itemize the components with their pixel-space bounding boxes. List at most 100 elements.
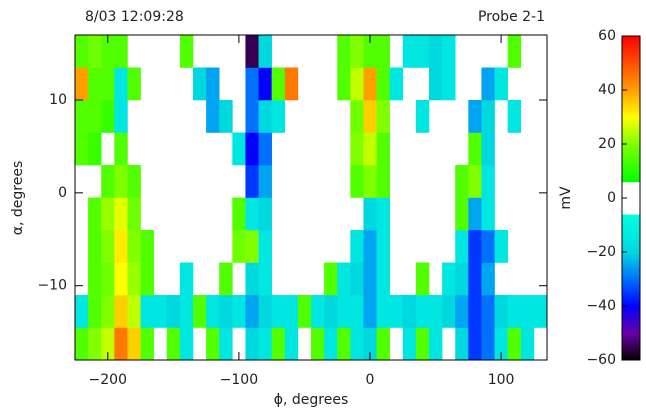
heatmap-cell [377, 35, 390, 68]
colorbar-segment [622, 328, 640, 331]
colorbar-segment [622, 309, 640, 312]
colorbar-segment [622, 287, 640, 290]
colorbar-segment [622, 166, 640, 169]
colorbar-segment [622, 333, 640, 336]
colorbar-segment [622, 282, 640, 285]
heatmap-cell [127, 328, 140, 361]
heatmap-cell [141, 230, 154, 263]
colorbar-segment [622, 336, 640, 339]
heatmap-cell [481, 133, 494, 166]
colorbar-segment [622, 176, 640, 179]
colorbar-segment [622, 93, 640, 96]
colorbar-segment [622, 52, 640, 55]
heatmap-cell [245, 263, 258, 296]
colorbar-segment [622, 274, 640, 277]
heatmap-cell [259, 100, 272, 133]
colorbar-label: mV [558, 186, 574, 210]
heatmap-cell [259, 35, 272, 68]
heatmap-cell [416, 263, 429, 296]
heatmap-cell [167, 295, 180, 328]
heatmap-cell [350, 165, 363, 198]
colorbar-segment [622, 71, 640, 74]
heatmap-cell [363, 68, 376, 101]
heatmap-cell [495, 295, 508, 328]
heatmap-cell [88, 133, 101, 166]
colorbar-segment [622, 158, 640, 161]
heatmap-cell [259, 133, 272, 166]
heatmap-cell [75, 295, 88, 328]
heatmap-cell [508, 295, 521, 328]
colorbar-segment [622, 136, 640, 139]
heatmap-cell [324, 328, 337, 361]
heatmap-cell [114, 133, 127, 166]
heatmap-cell [285, 328, 298, 361]
y-tick-label: 0 [58, 185, 67, 201]
colorbar-segment [622, 98, 640, 101]
heatmap-cell [455, 328, 468, 361]
colorbar-segment [622, 190, 640, 193]
colorbar-segment [622, 247, 640, 250]
heatmap-cell [180, 263, 193, 296]
heatmap-cell [88, 295, 101, 328]
heatmap-cell [468, 198, 481, 231]
heatmap-cell [481, 230, 494, 263]
colorbar-segment [622, 317, 640, 320]
heatmap-cell [311, 295, 324, 328]
heatmap-cell [377, 165, 390, 198]
heatmap-cell [416, 35, 429, 68]
colorbar-segment [622, 147, 640, 150]
heatmap-cell [350, 133, 363, 166]
colorbar-segment [622, 193, 640, 196]
colorbar-tick-label: −60 [586, 352, 616, 368]
heatmap-cell [245, 133, 258, 166]
colorbar-segment [622, 290, 640, 293]
colorbar-segment [622, 109, 640, 112]
colorbar-segment [622, 95, 640, 98]
heatmap-cell [75, 328, 88, 361]
heatmap-cell [114, 295, 127, 328]
heatmap-cell [350, 68, 363, 101]
heatmap-cell [114, 100, 127, 133]
heatmap-cell [272, 68, 285, 101]
heatmap-cell [88, 68, 101, 101]
heatmap-cell [363, 263, 376, 296]
heatmap-cell [285, 295, 298, 328]
colorbar-segment [622, 187, 640, 190]
colorbar-segment [622, 233, 640, 236]
colorbar-segment [622, 279, 640, 282]
colorbar-tick-label: 20 [598, 136, 616, 152]
heatmap-cell [101, 295, 114, 328]
heatmap-cell [350, 100, 363, 133]
heatmap-cell [350, 230, 363, 263]
colorbar-segment [622, 344, 640, 347]
colorbar-segment [622, 349, 640, 352]
heatmap-cell [429, 35, 442, 68]
colorbar-segment [622, 338, 640, 341]
colorbar-segment [622, 55, 640, 58]
heatmap-cell [245, 328, 258, 361]
heatmap-cell [403, 35, 416, 68]
heatmap-cell [481, 198, 494, 231]
x-tick-label: −200 [89, 372, 127, 388]
colorbar-segment [622, 239, 640, 242]
heatmap-cell [272, 100, 285, 133]
heatmap-cell [468, 263, 481, 296]
heatmap-cell [298, 295, 311, 328]
colorbar-segment [622, 128, 640, 131]
colorbar-segment [622, 79, 640, 82]
colorbar-segment [622, 41, 640, 44]
colorbar-segment [622, 101, 640, 104]
y-tick-label: 10 [49, 92, 67, 108]
heatmap-cell [455, 295, 468, 328]
colorbar-segment [622, 58, 640, 61]
colorbar-segment [622, 347, 640, 350]
colorbar-segment [622, 271, 640, 274]
colorbar-segment [622, 185, 640, 188]
heatmap-cell [508, 35, 521, 68]
heatmap-cell [416, 328, 429, 361]
chart-title: 8/03 12:09:28 [85, 9, 184, 25]
heatmap-cell [88, 198, 101, 231]
heatmap [75, 35, 547, 360]
colorbar-segment [622, 257, 640, 260]
colorbar-segment [622, 295, 640, 298]
